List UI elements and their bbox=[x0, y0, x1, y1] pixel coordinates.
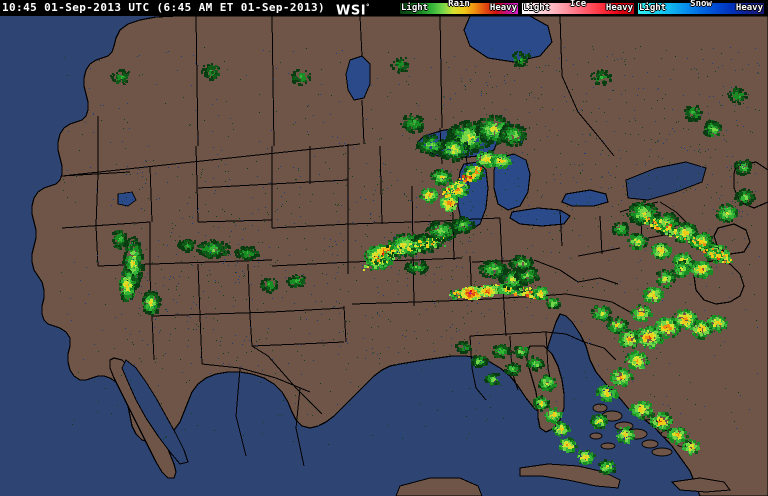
timestamp-label: 10:45 01-Sep-2013 UTC (6:45 AM ET 01-Sep… bbox=[2, 1, 326, 14]
legend-rain-title: Rain bbox=[448, 0, 470, 9]
legend-ice: Light Ice Heavy bbox=[522, 0, 634, 16]
legend-snow-title: Snow bbox=[690, 0, 712, 9]
legend-rain-low-label: Light bbox=[401, 3, 429, 13]
legend-snow-gradient bbox=[638, 3, 764, 14]
legend-ice-title: Ice bbox=[569, 0, 587, 9]
map-canvas bbox=[0, 16, 768, 496]
radar-map[interactable] bbox=[0, 16, 768, 496]
header-bar: 10:45 01-Sep-2013 UTC (6:45 AM ET 01-Sep… bbox=[0, 0, 768, 18]
legend-rain-gradient bbox=[400, 3, 518, 14]
legend-ice-low-label: Light bbox=[523, 3, 551, 13]
wsi-logo-mark: ° bbox=[366, 3, 371, 11]
legend-ice-high-label: Heavy bbox=[605, 3, 633, 13]
legend-ice-gradient bbox=[522, 3, 634, 14]
legend-rain-high-label: Heavy bbox=[489, 3, 517, 13]
legend-snow-high-label: Heavy bbox=[735, 3, 763, 13]
legend-snow: Light Snow Heavy bbox=[638, 0, 764, 16]
wsi-logo-text: WSI bbox=[336, 3, 367, 19]
legend-rain: Light Rain Heavy bbox=[400, 0, 518, 16]
legend-snow-low-label: Light bbox=[639, 3, 667, 13]
wsi-logo: WSI° bbox=[336, 0, 370, 18]
precipitation-layer bbox=[60, 46, 760, 475]
